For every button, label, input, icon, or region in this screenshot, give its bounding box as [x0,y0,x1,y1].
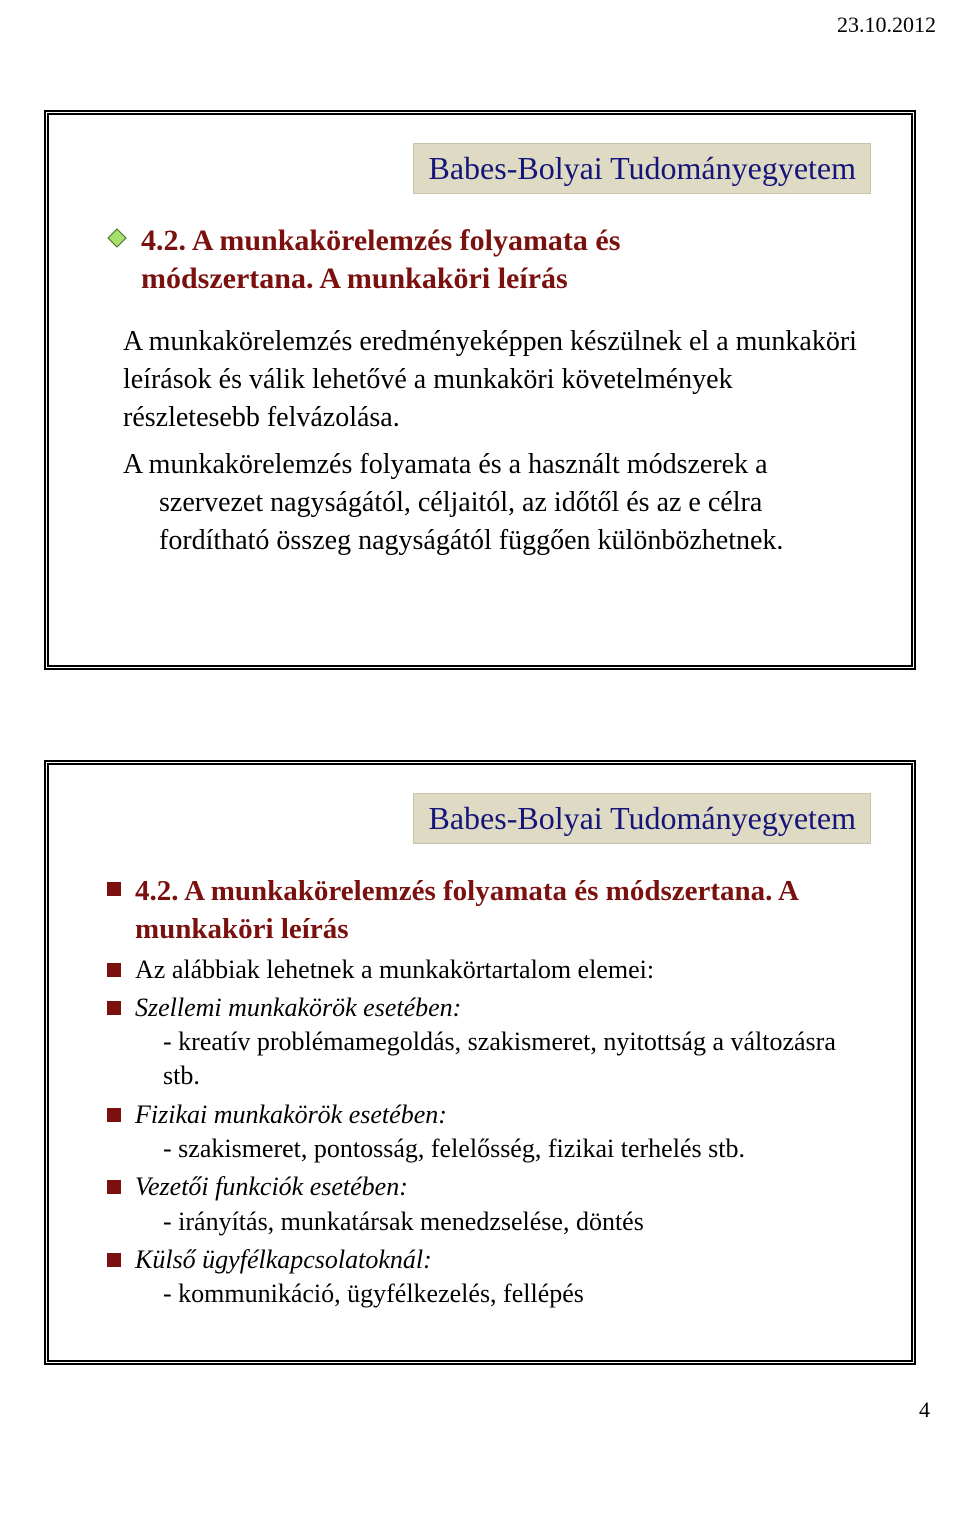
square-bullet-icon [107,963,121,977]
slide-1-para-1: A munkakörelemzés eredményeképpen készül… [123,323,871,436]
list-item-sub: - irányítás, munkatársak menedzselése, d… [163,1205,871,1239]
slide-1-heading-text: 4.2. A munkakörelemzés folyamata és móds… [141,222,620,297]
list-item: Fizikai munkakörök esetében: - szakismer… [107,1098,871,1167]
list-item-title: Fizikai munkakörök esetében: [135,1100,447,1129]
slide-1-heading-list: 4.2. A munkakörelemzés folyamata és móds… [107,222,871,297]
slide-2: Babes-Bolyai Tudományegyetem 4.2. A munk… [44,760,916,1365]
list-item-text: Fizikai munkakörök esetében: - szakismer… [135,1098,871,1167]
list-item: Az alábbiak lehetnek a munkakörtartalom … [107,953,871,987]
slide-1-title: Babes-Bolyai Tudományegyetem [413,143,871,194]
square-bullet-icon [107,1001,121,1015]
heading-line-2: módszertana. A munkaköri leírás [141,262,568,295]
slide-title-wrap: Babes-Bolyai Tudományegyetem [89,143,871,194]
square-bullet-icon [107,1253,121,1267]
list-item: Külső ügyfélkapcsolatoknál: - kommunikác… [107,1243,871,1312]
slide-1-heading-item: 4.2. A munkakörelemzés folyamata és móds… [107,222,871,297]
page-number: 4 [919,1397,930,1423]
list-item-title: Vezetői funkciók esetében: [135,1172,408,1201]
slide-title-wrap: Babes-Bolyai Tudományegyetem [89,793,871,844]
list-item-title: Külső ügyfélkapcsolatoknál: [135,1245,432,1274]
slide-2-title: Babes-Bolyai Tudományegyetem [413,793,871,844]
slides-container: Babes-Bolyai Tudományegyetem 4.2. A munk… [0,0,960,1435]
square-bullet-icon [107,1180,121,1194]
list-item: Vezetői funkciók esetében: - irányítás, … [107,1170,871,1239]
slide-1-para-2: A munkakörelemzés folyamata és a használ… [123,446,871,559]
slide-1-body: A munkakörelemzés eredményeképpen készül… [123,323,871,560]
list-item: Szellemi munkakörök esetében: - kreatív … [107,991,871,1094]
heading-line-1: 4.2. A munkakörelemzés folyamata és [141,224,620,257]
page-date: 23.10.2012 [837,12,936,38]
list-item-sub: - kommunikáció, ügyfélkezelés, fellépés [163,1277,871,1311]
list-item-title: Szellemi munkakörök esetében: [135,993,461,1022]
list-item-text: Külső ügyfélkapcsolatoknál: - kommunikác… [135,1243,871,1312]
diamond-bullet-icon [107,228,127,248]
list-item-text: Vezetői funkciók esetében: - irányítás, … [135,1170,871,1239]
list-item-sub: - kreatív problémamegoldás, szakismeret,… [163,1025,871,1094]
slide-2-list: 4.2. A munkakörelemzés folyamata és móds… [107,872,871,1312]
square-bullet-icon [107,1108,121,1122]
list-item-text: Szellemi munkakörök esetében: - kreatív … [135,991,871,1094]
list-item-text: Az alábbiak lehetnek a munkakörtartalom … [135,953,871,987]
slide-2-heading-text: 4.2. A munkakörelemzés folyamata és móds… [135,872,871,949]
slide-1: Babes-Bolyai Tudományegyetem 4.2. A munk… [44,110,916,670]
slide-2-heading: 4.2. A munkakörelemzés folyamata és móds… [135,875,797,945]
square-bullet-icon [107,882,121,896]
slide-2-heading-item: 4.2. A munkakörelemzés folyamata és móds… [107,872,871,949]
list-item-sub: - szakismeret, pontosság, felelősség, fi… [163,1132,871,1166]
